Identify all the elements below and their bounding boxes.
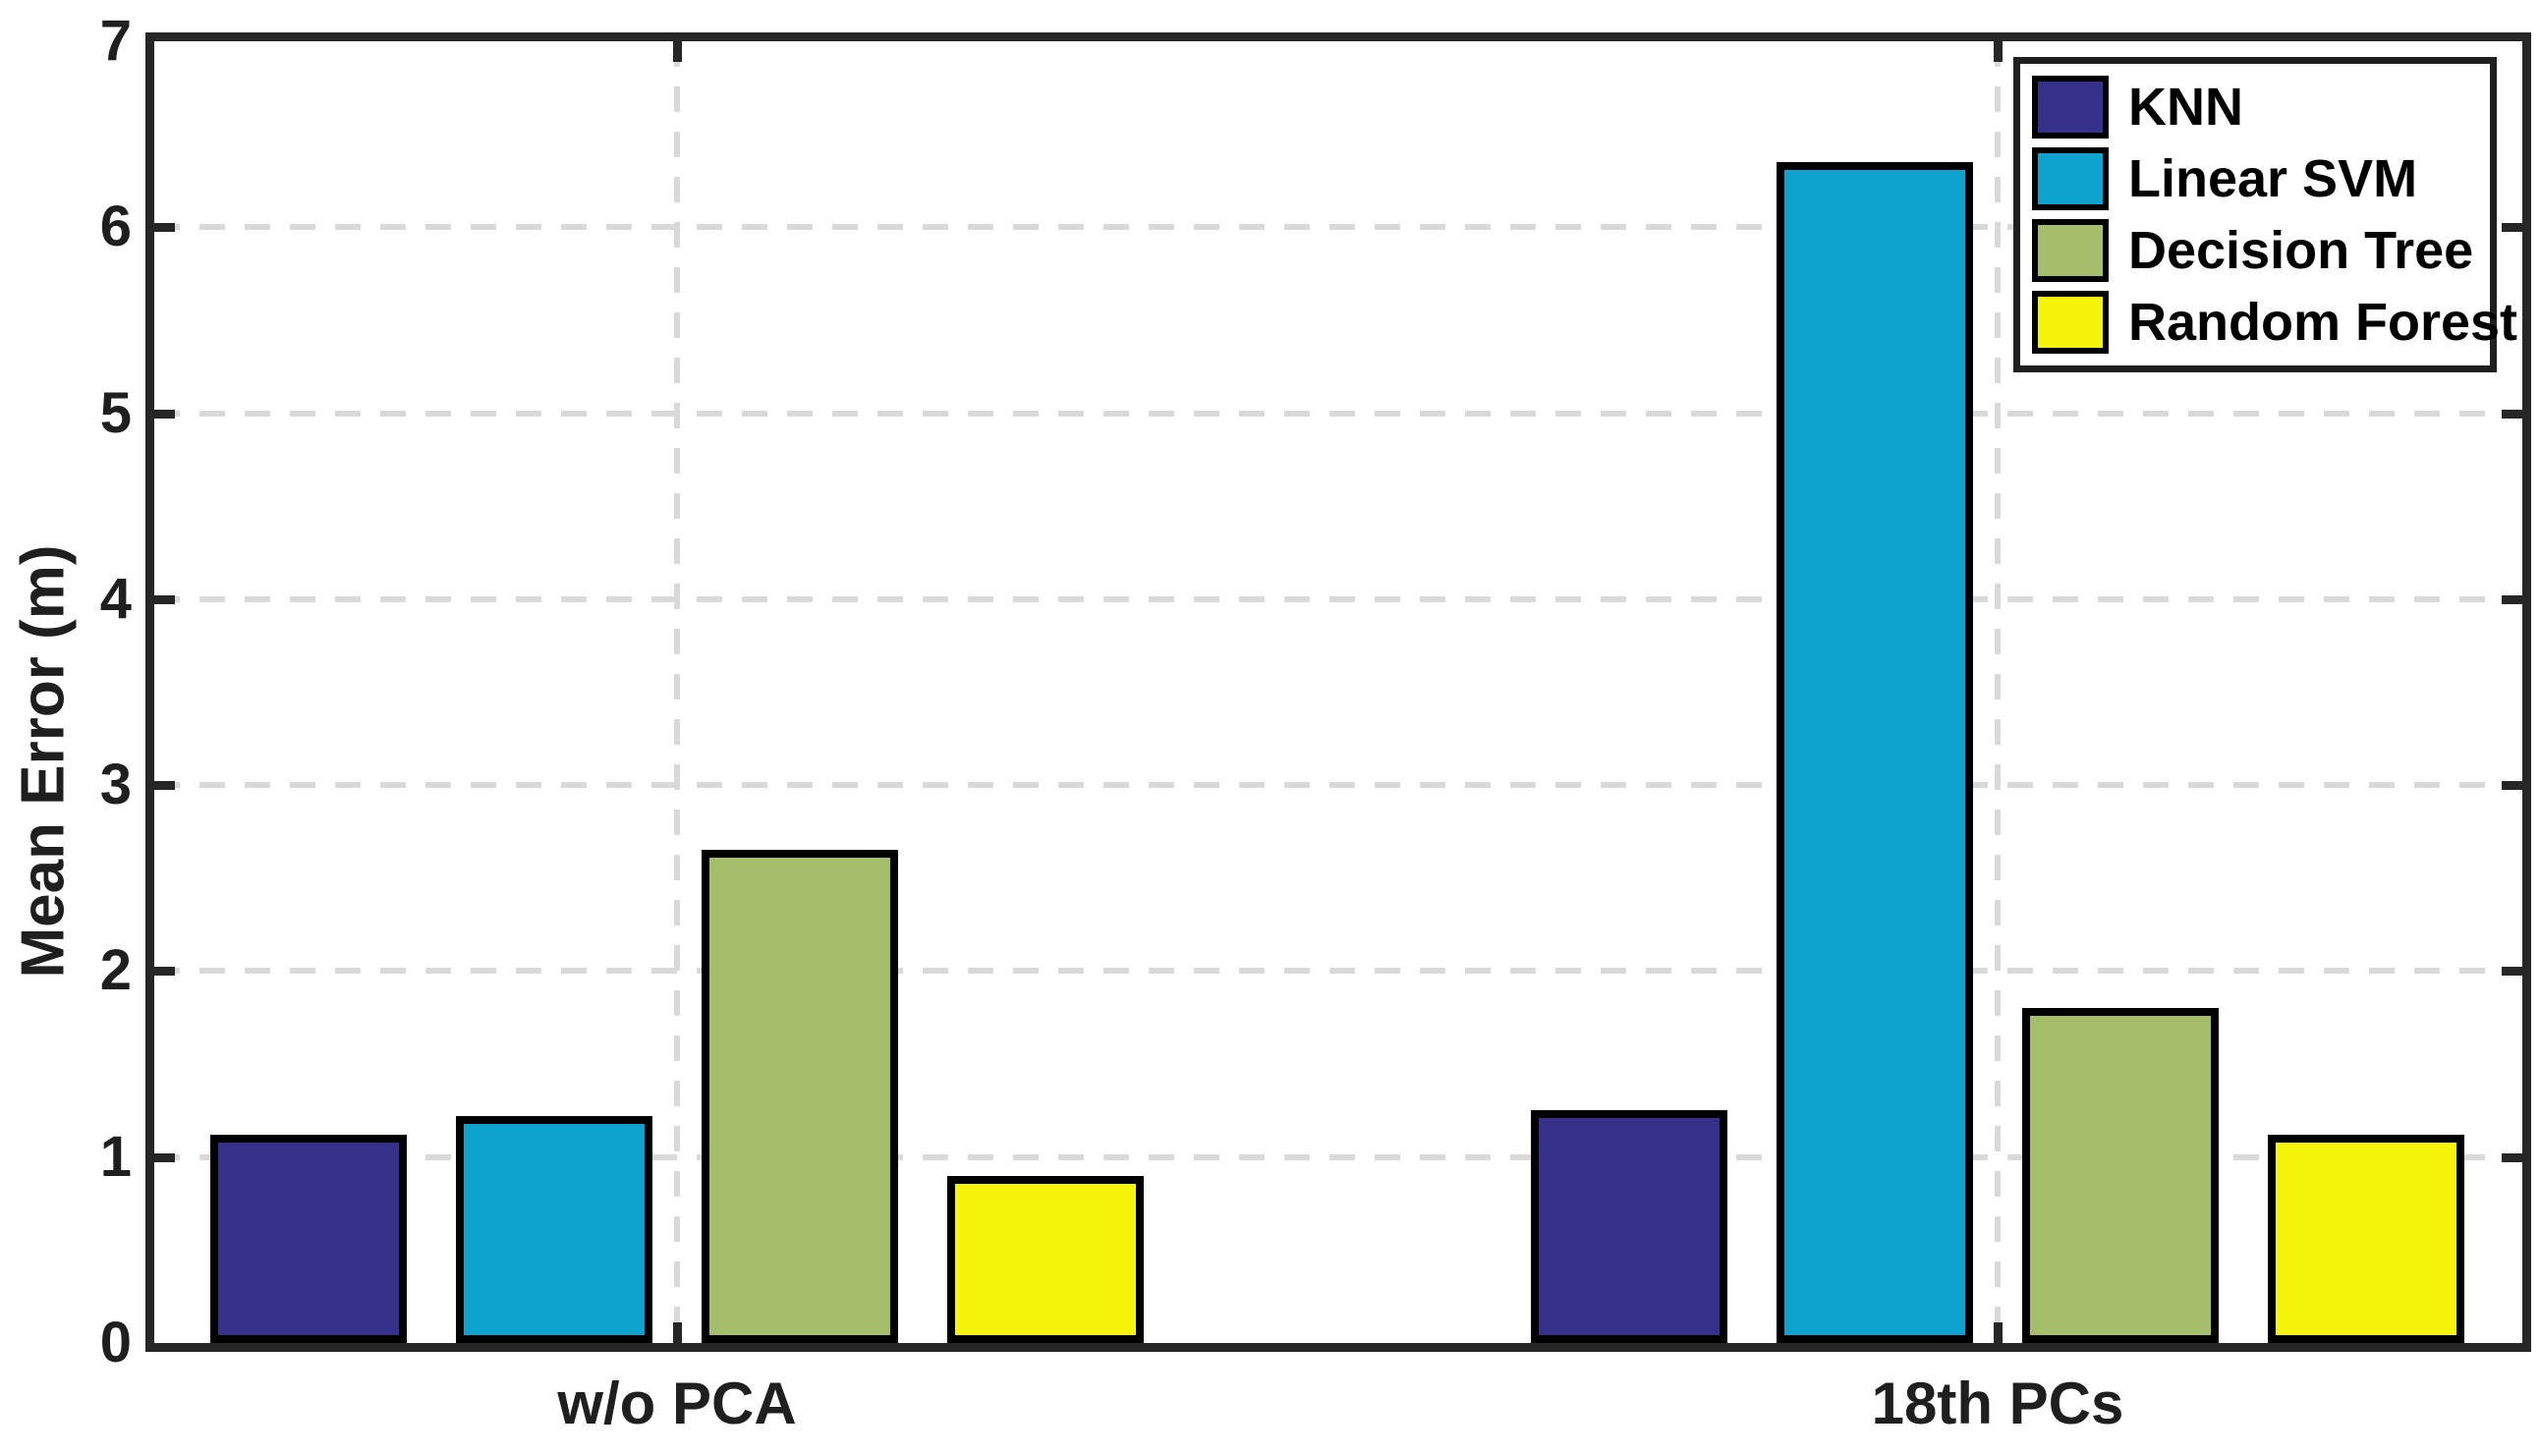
h-gridline-y5 [154, 410, 2522, 417]
left-tick-y2 [154, 967, 175, 977]
right-tick-y3 [2502, 781, 2522, 791]
legend-color-swatch-decision-tree [2032, 218, 2109, 282]
right-tick-y5 [2502, 409, 2522, 419]
x-tick-label-w-o-pca: w/o PCA [557, 1371, 797, 1436]
plot-area: KNN Linear SVM Decision Tree Random Forest [145, 32, 2531, 1352]
bar-linear-svm-w-o-pca [456, 1116, 652, 1343]
left-tick-y3 [154, 781, 175, 791]
y-tick-label-2: 2 [99, 938, 132, 1003]
top-tick-w-o-pca [673, 41, 682, 62]
legend-color-swatch-linear-svm [2032, 147, 2109, 211]
bar-decision-tree-w-o-pca [702, 850, 898, 1343]
h-gridline-y6 [154, 224, 2522, 231]
v-gridline-18th-pcs [1995, 41, 2001, 1343]
y-tick-label-0: 0 [99, 1311, 132, 1374]
legend-item-random-forest: Random Forest [2032, 290, 2517, 354]
right-tick-y2 [2502, 967, 2522, 977]
left-tick-y1 [154, 1152, 175, 1162]
h-gridline-y1 [154, 1153, 2522, 1160]
y-tick-label-5: 5 [99, 380, 132, 445]
right-tick-y1 [2502, 1152, 2522, 1162]
h-gridline-y2 [154, 968, 2522, 975]
legend-item-decision-tree: Decision Tree [2032, 218, 2490, 282]
top-tick-18th-pcs [1994, 41, 2003, 62]
legend-item-linear-svm: Linear SVM [2032, 147, 2490, 211]
bar-knn-18th-pcs [1531, 1110, 1727, 1343]
bottom-tick-w-o-pca [673, 1322, 682, 1343]
bar-knn-w-o-pca [210, 1135, 407, 1343]
bar-linear-svm-18th-pcs [1777, 162, 1973, 1343]
x-tick-label-18th-pcs: 18th PCs [1871, 1371, 2124, 1436]
right-tick-y4 [2502, 594, 2522, 604]
y-tick-label-7: 7 [99, 9, 132, 73]
legend-color-swatch-knn [2032, 76, 2109, 140]
left-tick-y5 [154, 409, 175, 419]
y-tick-label-6: 6 [99, 195, 132, 259]
left-tick-y4 [154, 594, 175, 604]
legend-label-linear-svm: Linear SVM [2128, 149, 2418, 209]
bar-decision-tree-18th-pcs [2022, 1008, 2219, 1343]
legend-label-knn: KNN [2128, 78, 2243, 138]
legend-color-swatch-random-forest [2032, 290, 2109, 354]
h-gridline-y4 [154, 595, 2522, 602]
bottom-tick-18th-pcs [1994, 1322, 2003, 1343]
y-tick-label-4: 4 [99, 566, 132, 631]
bar-random-forest-18th-pcs [2268, 1135, 2464, 1343]
left-tick-y6 [154, 223, 175, 233]
legend-label-random-forest: Random Forest [2128, 292, 2518, 352]
y-tick-label-3: 3 [99, 753, 132, 817]
v-gridline-w-o-pca [674, 41, 680, 1343]
legend-label-decision-tree: Decision Tree [2128, 220, 2474, 280]
legend: KNN Linear SVM Decision Tree Random Forest [2013, 57, 2517, 372]
bar-random-forest-w-o-pca [947, 1176, 1144, 1343]
h-gridline-y3 [154, 782, 2522, 789]
legend-item-knn: KNN [2032, 76, 2490, 140]
right-tick-y6 [2502, 223, 2522, 233]
y-tick-label-1: 1 [99, 1124, 132, 1189]
